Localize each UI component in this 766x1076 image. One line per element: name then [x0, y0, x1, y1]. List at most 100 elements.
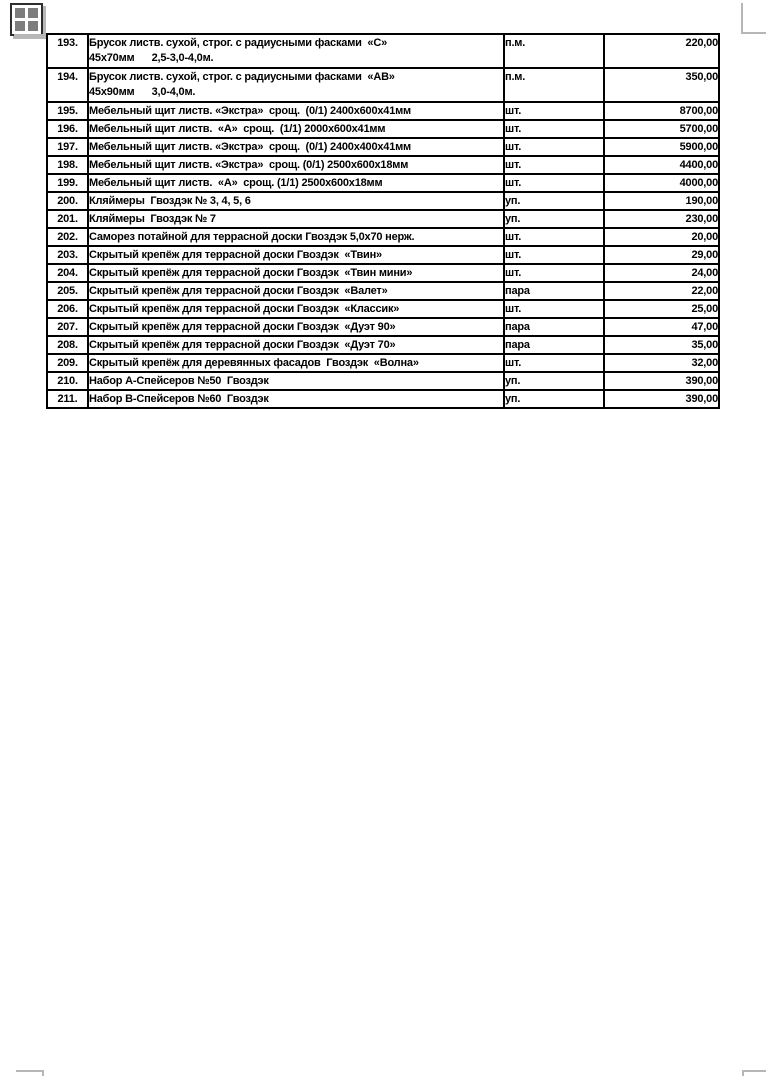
table-row: 208. Скрытый крепёж для террасной доски … — [46, 335, 720, 355]
item-description-cell[interactable]: Набор В-Спейсеров №60 Гвоздэк — [87, 389, 505, 409]
item-unit-cell[interactable]: пара — [503, 317, 605, 337]
row-number-cell[interactable]: 206. — [46, 299, 89, 319]
table-row: 207. Скрытый крепёж для террасной доски … — [46, 317, 720, 337]
item-price-cell[interactable]: 4400,00 — [603, 155, 720, 175]
row-number-cell[interactable]: 203. — [46, 245, 89, 265]
item-description-cell[interactable]: Мебельный щит листв. «Экстра» срощ. (0/1… — [87, 101, 505, 121]
row-number-cell[interactable]: 194. — [46, 67, 89, 103]
item-price-cell[interactable]: 24,00 — [603, 263, 720, 283]
item-description-cell[interactable]: Мебельный щит листв. «А» срощ. (1/1) 250… — [87, 173, 505, 193]
item-description-cell[interactable]: Мебельный щит листв. «Экстра» срощ. (0/1… — [87, 155, 505, 175]
item-price-cell[interactable]: 4000,00 — [603, 173, 720, 193]
item-description-cell[interactable]: Кляймеры Гвоздэк № 7 — [87, 209, 505, 229]
item-unit-cell[interactable]: шт. — [503, 137, 605, 157]
table-row: 198. Мебельный щит листв. «Экстра» срощ.… — [46, 155, 720, 175]
item-price-cell[interactable]: 230,00 — [603, 209, 720, 229]
table-row: 197. Мебельный щит листв. «Экстра» срощ.… — [46, 137, 720, 157]
table-row: 194. Брусок листв. сухой, строг. с радиу… — [46, 67, 720, 103]
item-price-cell[interactable]: 8700,00 — [603, 101, 720, 121]
item-description-cell[interactable]: Скрытый крепёж для террасной доски Гвозд… — [87, 245, 505, 265]
item-unit-cell[interactable]: уп. — [503, 191, 605, 211]
row-number-cell[interactable]: 205. — [46, 281, 89, 301]
item-unit-cell[interactable]: п.м. — [503, 33, 605, 69]
item-price-cell[interactable]: 29,00 — [603, 245, 720, 265]
item-unit-cell[interactable]: п.м. — [503, 67, 605, 103]
item-unit-cell[interactable]: шт. — [503, 155, 605, 175]
item-price-cell[interactable]: 5700,00 — [603, 119, 720, 139]
item-price-cell[interactable]: 390,00 — [603, 389, 720, 409]
item-description-cell[interactable]: Кляймеры Гвоздэк № 3, 4, 5, 6 — [87, 191, 505, 211]
item-description-cell[interactable]: Скрытый крепёж для террасной доски Гвозд… — [87, 263, 505, 283]
item-price-cell[interactable]: 22,00 — [603, 281, 720, 301]
row-number-cell[interactable]: 201. — [46, 209, 89, 229]
text-boundary-mark-bottom-right-v — [742, 1070, 744, 1076]
row-number-cell[interactable]: 200. — [46, 191, 89, 211]
item-unit-cell[interactable]: уп. — [503, 371, 605, 391]
text-boundary-mark-bottom-right-h — [742, 1070, 766, 1072]
row-number-cell[interactable]: 207. — [46, 317, 89, 337]
item-unit-cell[interactable]: шт. — [503, 299, 605, 319]
item-price-cell[interactable]: 220,00 — [603, 33, 720, 69]
table-row: 193. Брусок листв. сухой, строг. с радиу… — [46, 33, 720, 69]
row-number-cell[interactable]: 197. — [46, 137, 89, 157]
item-unit-cell[interactable]: шт. — [503, 263, 605, 283]
item-price-cell[interactable]: 47,00 — [603, 317, 720, 337]
table-row: 203. Скрытый крепёж для террасной доски … — [46, 245, 720, 265]
item-description-cell[interactable]: Саморез потайной для террасной доски Гво… — [87, 227, 505, 247]
item-unit-cell[interactable]: шт. — [503, 119, 605, 139]
item-description-cell[interactable]: Брусок листв. сухой, строг. с радиусными… — [87, 67, 505, 103]
table-grid-icon-cell — [28, 21, 38, 31]
row-number-cell[interactable]: 208. — [46, 335, 89, 355]
table-row: 195. Мебельный щит листв. «Экстра» срощ.… — [46, 101, 720, 121]
price-table: 193. Брусок листв. сухой, строг. с радиу… — [46, 33, 720, 409]
row-number-cell[interactable]: 195. — [46, 101, 89, 121]
item-description-cell[interactable]: Скрытый крепёж для деревянных фасадов Гв… — [87, 353, 505, 373]
table-row: 206. Скрытый крепёж для террасной доски … — [46, 299, 720, 319]
row-number-cell[interactable]: 209. — [46, 353, 89, 373]
item-description-cell[interactable]: Скрытый крепёж для террасной доски Гвозд… — [87, 299, 505, 319]
item-price-cell[interactable]: 190,00 — [603, 191, 720, 211]
table-grid-icon[interactable] — [10, 3, 43, 36]
item-price-cell[interactable]: 20,00 — [603, 227, 720, 247]
item-description-cell[interactable]: Скрытый крепёж для террасной доски Гвозд… — [87, 335, 505, 355]
item-unit-cell[interactable]: шт. — [503, 245, 605, 265]
item-description-cell[interactable]: Набор А-Спейсеров №50 Гвоздэк — [87, 371, 505, 391]
row-number-cell[interactable]: 204. — [46, 263, 89, 283]
text-boundary-mark-top-left — [14, 34, 44, 36]
item-unit-cell[interactable]: шт. — [503, 227, 605, 247]
row-number-cell[interactable]: 196. — [46, 119, 89, 139]
table-row: 211. Набор В-Спейсеров №60 Гвоздэк уп. 3… — [46, 389, 720, 409]
item-unit-cell[interactable]: пара — [503, 281, 605, 301]
item-description-cell[interactable]: Мебельный щит листв. «Экстра» срощ. (0/1… — [87, 137, 505, 157]
item-unit-cell[interactable]: шт. — [503, 353, 605, 373]
item-unit-cell[interactable]: уп. — [503, 389, 605, 409]
row-number-cell[interactable]: 202. — [46, 227, 89, 247]
row-number-cell[interactable]: 199. — [46, 173, 89, 193]
item-price-cell[interactable]: 350,00 — [603, 67, 720, 103]
item-description-cell[interactable]: Скрытый крепёж для террасной доски Гвозд… — [87, 317, 505, 337]
item-unit-cell[interactable]: шт. — [503, 173, 605, 193]
item-description-cell[interactable]: Брусок листв. сухой, строг. с радиусными… — [87, 33, 505, 69]
table-row: 202. Саморез потайной для террасной доск… — [46, 227, 720, 247]
row-number-cell[interactable]: 211. — [46, 389, 89, 409]
table-row: 199. Мебельный щит листв. «А» срощ. (1/1… — [46, 173, 720, 193]
item-description-cell[interactable]: Мебельный щит листв. «А» срощ. (1/1) 200… — [87, 119, 505, 139]
row-number-cell[interactable]: 198. — [46, 155, 89, 175]
item-price-cell[interactable]: 25,00 — [603, 299, 720, 319]
item-price-cell[interactable]: 32,00 — [603, 353, 720, 373]
item-price-cell[interactable]: 5900,00 — [603, 137, 720, 157]
text-boundary-mark-top-right-h — [741, 32, 766, 34]
item-description-cell[interactable]: Скрытый крепёж для террасной доски Гвозд… — [87, 281, 505, 301]
table-row: 209. Скрытый крепёж для деревянных фасад… — [46, 353, 720, 373]
row-number-cell[interactable]: 210. — [46, 371, 89, 391]
item-price-cell[interactable]: 35,00 — [603, 335, 720, 355]
text-boundary-mark-bottom-left-v — [42, 1070, 44, 1076]
row-number-cell[interactable]: 193. — [46, 33, 89, 69]
table-grid-icon-cell — [15, 8, 25, 18]
text-boundary-mark-top-right-v — [741, 3, 743, 34]
item-price-cell[interactable]: 390,00 — [603, 371, 720, 391]
item-unit-cell[interactable]: пара — [503, 335, 605, 355]
item-unit-cell[interactable]: уп. — [503, 209, 605, 229]
item-unit-cell[interactable]: шт. — [503, 101, 605, 121]
